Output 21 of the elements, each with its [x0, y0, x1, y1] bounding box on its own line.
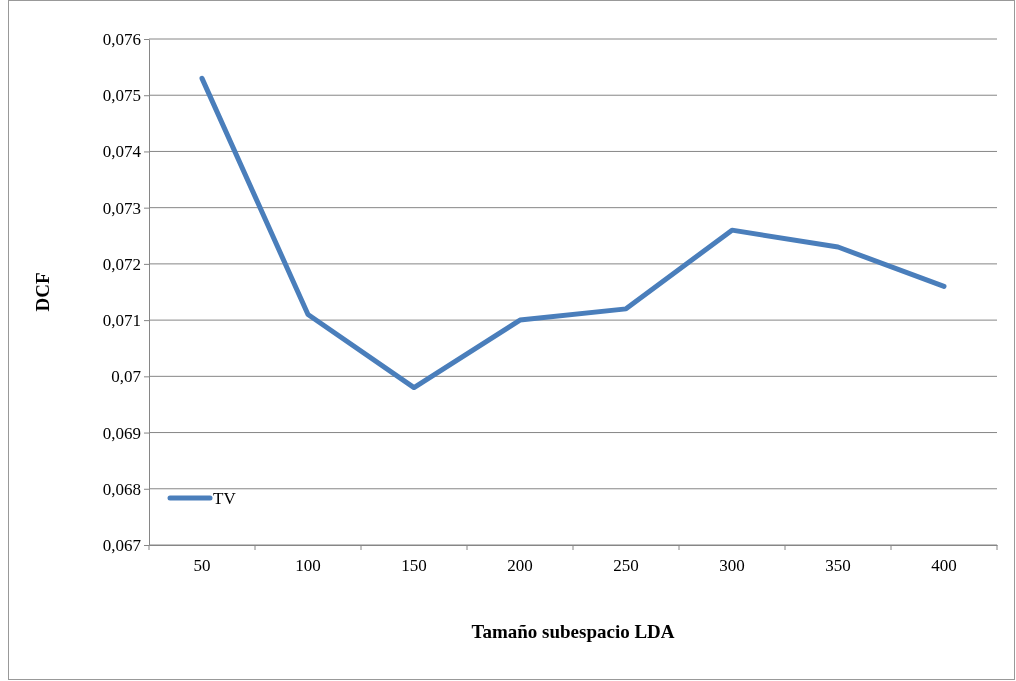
- legend-label: TV: [213, 489, 237, 508]
- y-axis-title: DCF: [32, 272, 53, 312]
- x-tick-label: 100: [295, 556, 321, 576]
- x-tick-label: 350: [825, 556, 851, 576]
- x-tick-label: 300: [719, 556, 745, 576]
- x-tick-label: 250: [613, 556, 639, 576]
- x-tick-label: 150: [401, 556, 427, 576]
- y-tick-label: 0,074: [102, 142, 142, 162]
- x-tick-label: 400: [931, 556, 957, 576]
- y-tick-label: 0,072: [102, 254, 141, 274]
- y-tick-label: 0,07: [111, 367, 142, 387]
- y-tick-label: 0,073: [102, 198, 141, 218]
- x-axis-title: Tamaño subespacio LDA: [471, 621, 675, 642]
- y-tick-label: 0,076: [102, 29, 141, 49]
- x-tick-label: 50: [193, 556, 211, 576]
- y-tick-label: 0,075: [102, 86, 141, 106]
- y-tick-label: 0,067: [102, 535, 142, 555]
- y-tick-label: 0,068: [102, 479, 141, 499]
- x-tick-label: 200: [507, 556, 533, 576]
- y-tick-label: 0,069: [102, 423, 141, 443]
- y-tick-label: 0,071: [102, 311, 141, 331]
